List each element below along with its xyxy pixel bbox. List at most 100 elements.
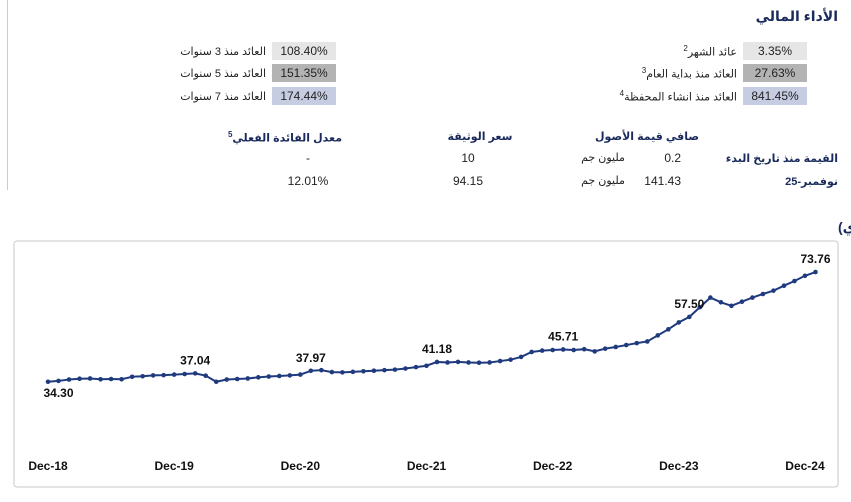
column-header-text: معدل الفائدة الفعلي xyxy=(232,132,343,145)
price-point xyxy=(129,374,135,380)
price-point xyxy=(697,304,703,310)
price-point xyxy=(760,291,766,297)
return-row: 27.63% العائد منذ بداية العام3 xyxy=(642,63,813,83)
nav-unit: مليون جم xyxy=(581,152,625,164)
price-point xyxy=(308,368,314,374)
price-point xyxy=(434,359,440,365)
price-point xyxy=(87,376,93,381)
price-line xyxy=(47,271,816,383)
return-label: العائد منذ 7 سنوات xyxy=(180,90,266,103)
price-point xyxy=(571,347,576,353)
return-value: 3.35% xyxy=(743,42,807,60)
price-point xyxy=(98,376,103,382)
price-point xyxy=(371,368,377,374)
price-point xyxy=(497,358,503,364)
return-label-text: العائد منذ 5 سنوات xyxy=(180,67,266,80)
rate-value: - xyxy=(306,151,310,165)
return-value: 841.45% xyxy=(743,87,807,105)
x-tick-label: Dec-19 xyxy=(154,459,194,473)
price-point xyxy=(750,295,755,300)
price-point xyxy=(56,378,61,384)
return-label-text: عائد الشهر xyxy=(687,46,737,59)
price-point xyxy=(529,349,534,355)
price-point xyxy=(234,376,240,382)
return-row: 841.45% العائد منذ انشاء المحفظة4 xyxy=(620,86,813,106)
column-header: معدل الفائدة الفعلي5 xyxy=(228,130,342,145)
row-label: نوفمبر-25 xyxy=(785,176,838,188)
price-point xyxy=(403,366,408,371)
x-tick-label: Dec-20 xyxy=(281,459,321,473)
price-point xyxy=(224,377,230,382)
column-header-text: سعر الوثيقة xyxy=(447,131,513,143)
return-label-text: العائد منذ 7 سنوات xyxy=(180,90,266,103)
column-header: سعر الوثيقة xyxy=(448,130,513,143)
column-header-text: صافي قيمة الأصول xyxy=(595,131,699,143)
nav-value: 141.43 xyxy=(644,174,681,188)
price-point xyxy=(213,379,219,385)
price-point xyxy=(476,360,482,366)
x-tick-label: Dec-24 xyxy=(785,459,825,473)
price-point xyxy=(687,314,692,320)
rate-value: 12.01% xyxy=(287,174,329,188)
footnote-mark: 5 xyxy=(227,130,233,139)
price-point xyxy=(508,357,513,362)
price-point xyxy=(119,376,124,382)
price-point xyxy=(581,346,587,352)
return-value: 151.35% xyxy=(272,64,336,82)
price-point xyxy=(277,373,282,379)
price-point xyxy=(203,373,209,378)
value-label: 73.76 xyxy=(800,252,830,266)
nav-unit: مليون جم xyxy=(581,175,625,187)
price-point xyxy=(792,278,797,284)
price-point xyxy=(171,372,177,377)
price-point xyxy=(77,376,82,382)
price-point xyxy=(802,273,808,279)
price-point xyxy=(455,359,461,365)
price-point xyxy=(329,369,335,375)
price-point xyxy=(392,367,398,372)
return-label-text: العائد منذ انشاء المحفظة xyxy=(624,91,737,104)
x-tick-label: Dec-23 xyxy=(659,459,699,473)
price-point xyxy=(592,349,598,354)
price-point xyxy=(623,342,629,348)
return-label-text: العائد منذ 3 سنوات xyxy=(180,45,266,58)
price-point xyxy=(729,303,734,309)
price-point xyxy=(192,371,198,376)
footnote-mark: 3 xyxy=(641,65,647,75)
x-tick-label: Dec-21 xyxy=(407,459,447,473)
price-point xyxy=(487,360,492,365)
footnote-mark: 2 xyxy=(683,43,688,53)
price-point xyxy=(813,269,818,275)
price-point xyxy=(287,373,293,378)
price-point xyxy=(518,354,524,360)
price-point xyxy=(45,379,51,385)
return-label-text: العائد منذ بداية العام xyxy=(646,68,737,81)
price-point xyxy=(413,364,419,370)
price-point xyxy=(361,368,366,374)
price-point xyxy=(66,377,72,382)
price-value: 94.15 xyxy=(452,174,484,188)
price-point xyxy=(466,360,471,365)
price-point xyxy=(708,295,713,300)
divider xyxy=(7,0,8,190)
price-point xyxy=(424,363,429,369)
value-label: 45.71 xyxy=(548,329,578,343)
price-point xyxy=(182,371,187,377)
price-point xyxy=(781,283,787,289)
return-label: العائد منذ بداية العام3 xyxy=(642,66,737,81)
price-point xyxy=(140,373,145,379)
value-label: 37.97 xyxy=(296,351,326,365)
price-point xyxy=(539,348,545,353)
price-point xyxy=(644,339,650,344)
value-label: 41.18 xyxy=(422,342,452,356)
price-point xyxy=(161,372,166,378)
return-value: 27.63% xyxy=(743,64,807,82)
price-point xyxy=(613,344,619,350)
price-point xyxy=(445,360,450,365)
price-point xyxy=(382,367,387,373)
price-point xyxy=(350,369,356,375)
price-value: 10 xyxy=(461,151,475,165)
price-point xyxy=(655,333,661,338)
